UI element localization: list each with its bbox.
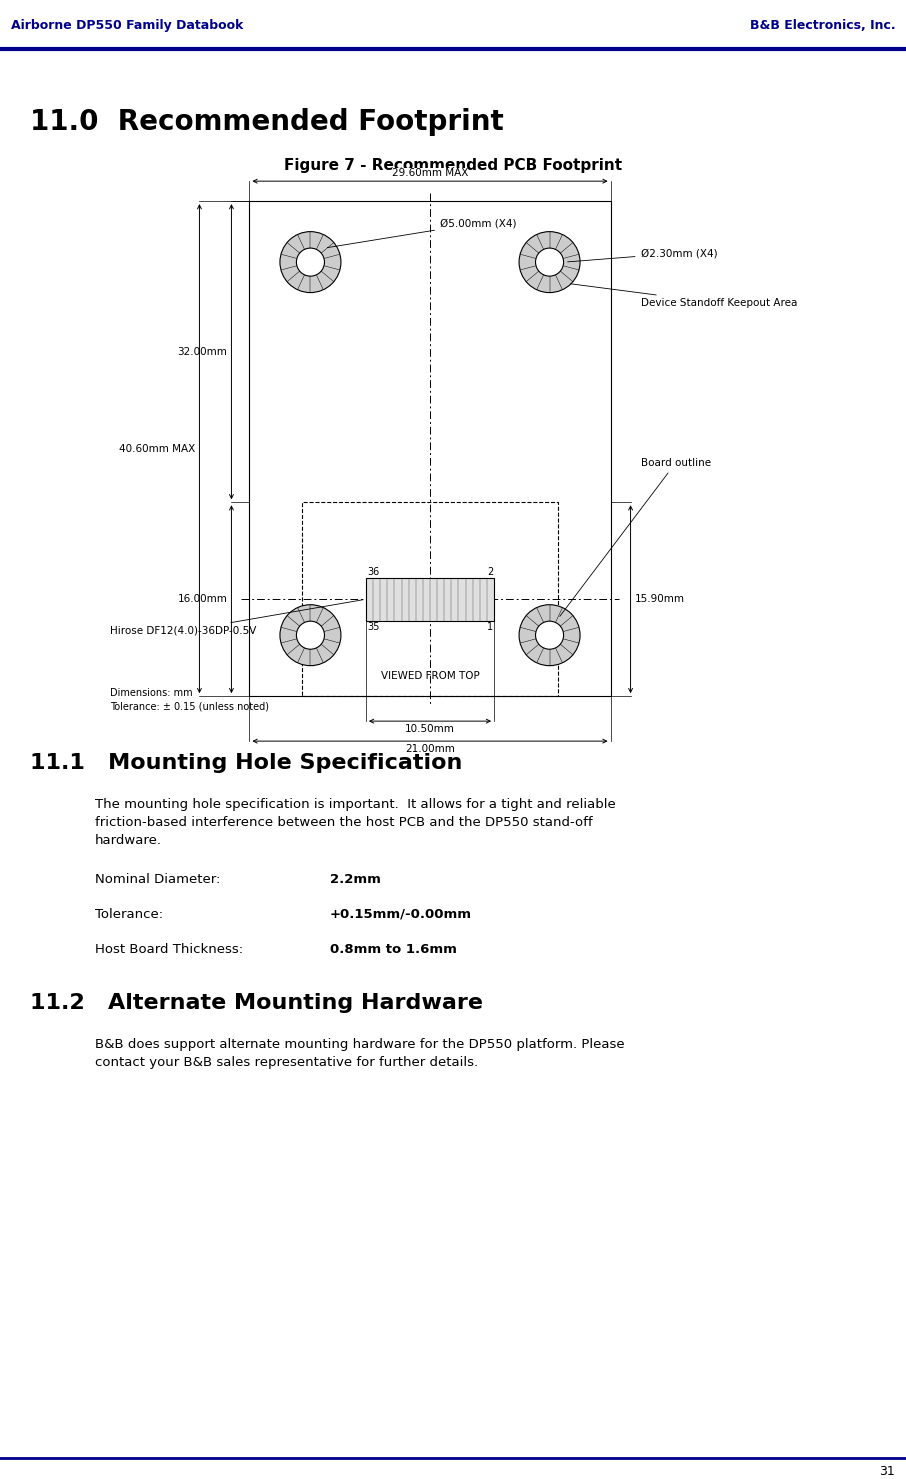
Text: Nominal Diameter:: Nominal Diameter: xyxy=(95,873,220,886)
Text: VIEWED FROM TOP: VIEWED FROM TOP xyxy=(381,671,479,680)
Bar xyxy=(302,503,558,697)
Text: Ø2.30mm (X4): Ø2.30mm (X4) xyxy=(567,248,718,262)
Text: 11.2   Alternate Mounting Hardware: 11.2 Alternate Mounting Hardware xyxy=(30,992,483,1013)
Text: Dimensions: mm
Tolerance: ± 0.15 (unless noted): Dimensions: mm Tolerance: ± 0.15 (unless… xyxy=(110,688,269,711)
Circle shape xyxy=(535,248,564,277)
Text: B&B does support alternate mounting hardware for the DP550 platform. Please
cont: B&B does support alternate mounting hard… xyxy=(95,1038,624,1069)
Text: 2.2mm: 2.2mm xyxy=(330,873,381,886)
Text: 0.8mm to 1.6mm: 0.8mm to 1.6mm xyxy=(330,942,457,955)
Text: Tolerance:: Tolerance: xyxy=(95,908,163,921)
Circle shape xyxy=(280,232,341,293)
Circle shape xyxy=(535,621,564,649)
Text: 36: 36 xyxy=(367,566,380,577)
Text: 15.90mm: 15.90mm xyxy=(634,595,685,605)
Circle shape xyxy=(280,605,341,666)
Text: 11.1   Mounting Hole Specification: 11.1 Mounting Hole Specification xyxy=(30,753,462,774)
Text: 29.60mm MAX: 29.60mm MAX xyxy=(391,169,468,177)
Text: The mounting hole specification is important.  It allows for a tight and reliabl: The mounting hole specification is impor… xyxy=(95,797,616,847)
Text: 35: 35 xyxy=(367,621,380,632)
Circle shape xyxy=(519,232,580,293)
Text: Ø5.00mm (X4): Ø5.00mm (X4) xyxy=(327,217,516,247)
Text: Airborne DP550 Family Databook: Airborne DP550 Family Databook xyxy=(11,19,243,33)
Text: 32.00mm: 32.00mm xyxy=(178,346,227,356)
Text: 11.0  Recommended Footprint: 11.0 Recommended Footprint xyxy=(30,108,504,136)
Text: 2: 2 xyxy=(487,566,493,577)
Bar xyxy=(366,578,494,621)
Text: Device Standoff Keepout Area: Device Standoff Keepout Area xyxy=(571,284,797,308)
Text: +0.15mm/-0.00mm: +0.15mm/-0.00mm xyxy=(330,908,472,921)
Text: B&B Electronics, Inc.: B&B Electronics, Inc. xyxy=(749,19,895,33)
Circle shape xyxy=(296,248,324,277)
Circle shape xyxy=(296,621,324,649)
Text: 31: 31 xyxy=(880,1466,895,1479)
Text: Hirose DF12(4.0)-36DP-0.5V: Hirose DF12(4.0)-36DP-0.5V xyxy=(110,599,363,636)
Text: Board outline: Board outline xyxy=(560,458,710,617)
Text: 1: 1 xyxy=(487,621,493,632)
Text: Host Board Thickness:: Host Board Thickness: xyxy=(95,942,252,955)
Text: 16.00mm: 16.00mm xyxy=(178,595,227,605)
Text: 21.00mm: 21.00mm xyxy=(405,744,455,754)
Text: 40.60mm MAX: 40.60mm MAX xyxy=(120,444,196,454)
Circle shape xyxy=(519,605,580,666)
Text: Figure 7 - Recommended PCB Footprint: Figure 7 - Recommended PCB Footprint xyxy=(284,158,622,173)
Text: 10.50mm: 10.50mm xyxy=(405,725,455,734)
